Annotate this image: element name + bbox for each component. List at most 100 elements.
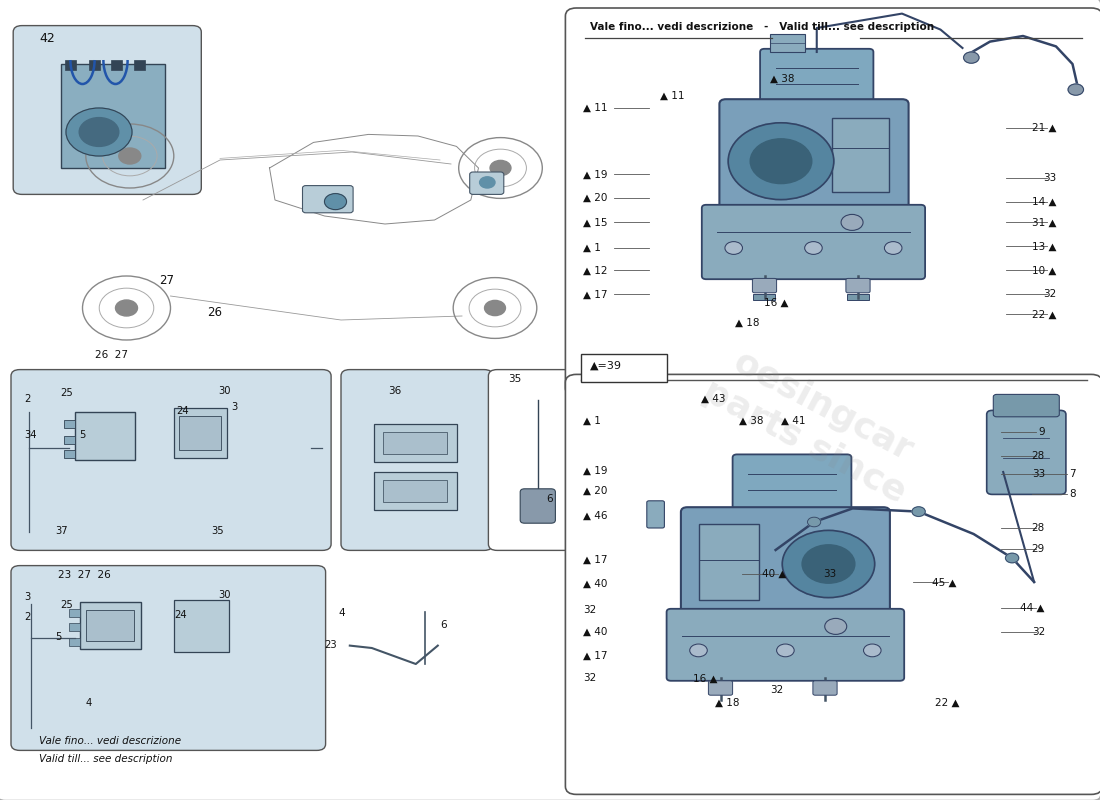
Text: 32: 32 (583, 605, 596, 614)
FancyBboxPatch shape (719, 99, 909, 213)
FancyBboxPatch shape (520, 489, 556, 523)
Circle shape (1068, 84, 1084, 95)
Bar (383, 432, 447, 454)
Text: 32: 32 (770, 685, 783, 694)
Text: 33: 33 (1032, 469, 1045, 478)
Text: 3: 3 (231, 402, 238, 411)
FancyBboxPatch shape (11, 370, 331, 550)
Text: Valid till... see description: Valid till... see description (39, 754, 172, 763)
Text: 42: 42 (40, 32, 55, 46)
FancyBboxPatch shape (667, 609, 904, 681)
Bar (383, 480, 447, 502)
Text: 7: 7 (1069, 469, 1076, 478)
FancyBboxPatch shape (993, 394, 1059, 417)
Text: ▲ 20: ▲ 20 (583, 486, 607, 496)
Circle shape (459, 138, 542, 198)
Text: 23: 23 (324, 640, 337, 650)
Text: 24: 24 (176, 406, 188, 416)
Bar (69, 638, 80, 646)
Text: 37: 37 (55, 526, 67, 536)
Bar (89, 60, 100, 70)
Text: 28: 28 (1032, 451, 1045, 461)
FancyBboxPatch shape (846, 278, 870, 293)
Bar (64, 450, 75, 458)
Text: 35: 35 (211, 526, 223, 536)
Circle shape (804, 242, 822, 254)
Text: 8: 8 (1069, 490, 1076, 499)
Text: 24: 24 (174, 610, 186, 619)
Text: ▲ 17: ▲ 17 (583, 651, 607, 661)
Circle shape (491, 160, 510, 176)
Text: ▲ 38: ▲ 38 (739, 416, 763, 426)
Text: 27: 27 (160, 274, 175, 287)
Bar (847, 294, 869, 300)
FancyBboxPatch shape (581, 354, 667, 382)
Text: 33: 33 (823, 569, 836, 578)
Text: ▲ 17: ▲ 17 (583, 290, 607, 299)
Text: 25: 25 (60, 388, 74, 398)
Text: ▲ 18: ▲ 18 (735, 318, 759, 327)
Text: ▲ 17: ▲ 17 (583, 555, 607, 565)
Bar (832, 118, 889, 192)
Circle shape (66, 108, 132, 156)
Circle shape (725, 242, 742, 254)
Text: ▲ 20: ▲ 20 (583, 193, 607, 202)
Text: ▲ 1: ▲ 1 (583, 243, 601, 253)
Text: 10 ▲: 10 ▲ (1032, 266, 1056, 275)
Text: 22 ▲: 22 ▲ (935, 698, 959, 707)
Text: ▲ 40: ▲ 40 (583, 627, 607, 637)
Text: 31 ▲: 31 ▲ (1032, 218, 1056, 227)
Circle shape (884, 242, 902, 254)
Circle shape (484, 300, 506, 315)
Circle shape (842, 214, 864, 230)
FancyBboxPatch shape (702, 205, 925, 279)
Bar (69, 609, 80, 617)
FancyBboxPatch shape (341, 370, 493, 550)
Circle shape (802, 545, 855, 583)
Text: 25: 25 (60, 600, 74, 610)
Text: 6: 6 (547, 494, 553, 504)
Circle shape (116, 300, 138, 316)
Circle shape (86, 124, 174, 188)
Bar (86, 610, 134, 641)
FancyBboxPatch shape (565, 374, 1100, 794)
Text: Vale fino... vedi descrizione   -   Valid till... see description: Vale fino... vedi descrizione - Valid ti… (590, 22, 934, 32)
Text: 40 ▲: 40 ▲ (762, 569, 786, 578)
Text: 4: 4 (339, 608, 345, 618)
Bar (60, 64, 165, 168)
Text: 2: 2 (24, 394, 31, 403)
Text: ▲ 19: ▲ 19 (583, 466, 607, 475)
FancyBboxPatch shape (813, 681, 837, 695)
Text: 6: 6 (440, 620, 447, 630)
FancyBboxPatch shape (752, 278, 777, 293)
Bar (75, 412, 135, 460)
Text: 9: 9 (1038, 427, 1045, 437)
Text: ▲ 46: ▲ 46 (583, 511, 607, 521)
Text: 22 ▲: 22 ▲ (1032, 310, 1056, 319)
Text: 30: 30 (218, 386, 230, 396)
Polygon shape (270, 134, 478, 224)
Circle shape (782, 530, 874, 598)
Text: 13 ▲: 13 ▲ (1032, 242, 1056, 251)
Text: 32: 32 (1043, 290, 1056, 299)
Circle shape (864, 644, 881, 657)
FancyBboxPatch shape (987, 410, 1066, 494)
Circle shape (324, 194, 346, 210)
Polygon shape (82, 114, 548, 344)
Bar (64, 436, 75, 444)
Bar (374, 472, 456, 510)
Bar (111, 60, 122, 70)
Text: ▲ 19: ▲ 19 (583, 170, 607, 179)
Circle shape (777, 644, 794, 657)
Circle shape (807, 517, 821, 527)
Text: 34: 34 (24, 430, 36, 440)
Text: 4: 4 (86, 698, 92, 708)
Text: 36: 36 (388, 386, 401, 396)
Text: ▲ 11: ▲ 11 (660, 91, 684, 101)
Bar (754, 294, 776, 300)
Text: 14 ▲: 14 ▲ (1032, 197, 1056, 206)
Circle shape (728, 123, 834, 200)
Text: 26: 26 (207, 306, 222, 319)
Text: ▲ 43: ▲ 43 (701, 394, 725, 404)
Text: 16 ▲: 16 ▲ (764, 298, 789, 307)
